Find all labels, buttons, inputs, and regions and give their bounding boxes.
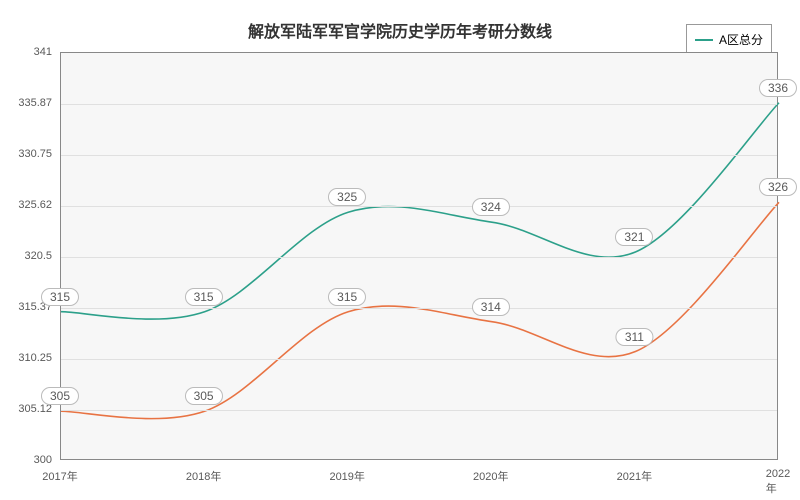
x-axis-label: 2019年 [329, 468, 364, 484]
gridline [61, 359, 777, 360]
y-axis-label: 305.12 [12, 403, 52, 415]
y-axis-label: 310.25 [12, 352, 52, 364]
legend-item-a: A区总分 [695, 31, 763, 48]
data-label: 305 [41, 387, 79, 405]
data-label: 321 [615, 228, 653, 246]
chart-title: 解放军陆军军官学院历史学历年考研分数线 [248, 18, 552, 42]
data-label: 315 [185, 288, 223, 306]
y-axis-label: 341 [12, 46, 52, 58]
x-axis-label: 2020年 [473, 468, 508, 484]
data-label: 324 [472, 198, 510, 216]
gridline [61, 155, 777, 156]
data-label: 314 [472, 298, 510, 316]
y-axis-label: 330.75 [12, 148, 52, 160]
gridline [61, 104, 777, 105]
legend-swatch-a [695, 39, 713, 41]
data-label: 325 [328, 188, 366, 206]
gridline [61, 206, 777, 207]
data-label: 315 [328, 288, 366, 306]
data-label: 326 [759, 178, 797, 196]
x-axis-label: 2022年 [766, 468, 790, 496]
data-label: 336 [759, 79, 797, 97]
y-axis-label: 320.5 [12, 250, 52, 262]
legend-label-a: A区总分 [719, 31, 763, 48]
series-line [61, 202, 779, 418]
plot-area [60, 52, 778, 460]
x-axis-label: 2021年 [617, 468, 652, 484]
series-line [61, 103, 779, 319]
data-label: 311 [616, 328, 653, 346]
data-label: 315 [41, 288, 79, 306]
x-axis-label: 2017年 [42, 468, 77, 484]
x-axis-label: 2018年 [186, 468, 221, 484]
y-axis-label: 325.62 [12, 199, 52, 211]
chart-container: 解放军陆军军官学院历史学历年考研分数线 A区总分 B区总分 300305.123… [0, 0, 800, 500]
y-axis-label: 300 [12, 454, 52, 466]
gridline [61, 257, 777, 258]
data-label: 305 [185, 387, 223, 405]
gridline [61, 410, 777, 411]
y-axis-label: 335.87 [12, 97, 52, 109]
gridline [61, 308, 777, 309]
